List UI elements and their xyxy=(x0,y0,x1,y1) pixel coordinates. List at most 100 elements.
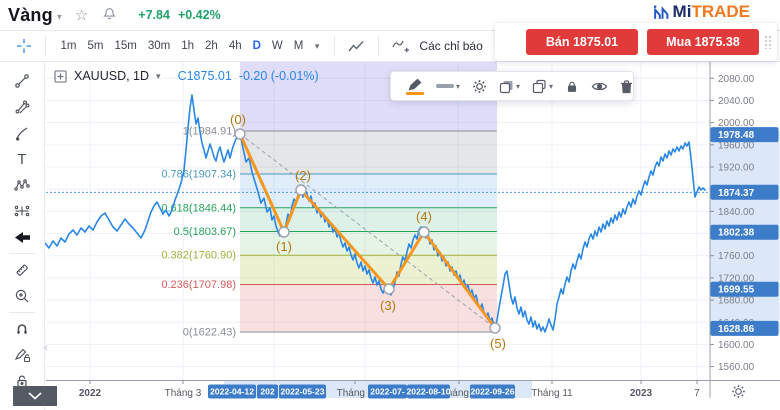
panel-drag-handle[interactable] xyxy=(764,35,772,49)
fib-zone xyxy=(240,207,497,232)
time-tick-label: Tháng 9 xyxy=(441,388,478,399)
text-tool-icon[interactable]: T xyxy=(17,150,27,168)
price-tick-label: 2080.00 xyxy=(718,74,755,85)
visibility-eye-button[interactable] xyxy=(586,73,613,99)
chevron-down-icon: ▾ xyxy=(516,81,521,91)
price-tick-label: 1760.00 xyxy=(718,251,755,262)
time-tick-label: Tháng 3 xyxy=(165,388,202,399)
sidebar-collapse-icon[interactable]: ‹ xyxy=(44,342,48,354)
lock-button[interactable] xyxy=(560,73,584,99)
time-badge-label: 2022-09-26 xyxy=(471,387,515,397)
time-axis-settings-gear-icon[interactable] xyxy=(731,384,746,404)
time-badge xyxy=(470,384,515,399)
wave-handle[interactable] xyxy=(234,128,246,140)
arrow-marker-tool-icon[interactable] xyxy=(8,224,36,250)
drawing-object-toolbar: ▾ ▾ ▾ xyxy=(390,71,634,101)
indicators-label[interactable]: Các chỉ báo xyxy=(419,39,483,53)
symbol-title: Vàng xyxy=(8,4,53,25)
price-tick-label: 1960.00 xyxy=(718,140,755,151)
time-tick-label: Tháng 7 xyxy=(337,388,374,399)
price-badge xyxy=(710,224,779,240)
timeframe-1h[interactable]: 1h xyxy=(181,40,195,52)
position-tool-icon[interactable] xyxy=(8,198,36,224)
legend-change: -0.20 (-0.01%) xyxy=(238,69,319,83)
time-tick-label: 7 xyxy=(694,388,700,399)
chevron-down-icon: ▾ xyxy=(549,81,554,91)
logo-text-mi: Mi xyxy=(672,2,692,21)
price-badge xyxy=(710,281,779,297)
delete-trash-button[interactable] xyxy=(615,73,638,99)
price-tick-label: 1840.00 xyxy=(718,207,755,218)
fib-zone xyxy=(240,174,497,208)
timeframe-15m[interactable]: 15m xyxy=(114,40,137,52)
timeframe-30m[interactable]: 30m xyxy=(147,40,171,52)
chart-style-icon[interactable] xyxy=(348,39,365,54)
toolbar-separator xyxy=(334,36,336,56)
layers-order-button[interactable]: ▾ xyxy=(494,73,525,99)
price-tick-label: 1720.00 xyxy=(718,273,755,284)
crosshair-icon[interactable] xyxy=(16,38,32,54)
logo-text-trade: TRADE xyxy=(691,2,750,21)
buy-button[interactable]: Mua 1875.38 xyxy=(647,29,759,55)
ruler-tool-icon[interactable] xyxy=(8,257,36,283)
timeframe-5m[interactable]: 5m xyxy=(87,40,104,52)
drawing-sidebar: T xyxy=(0,62,45,410)
wave-label: (2) xyxy=(295,168,311,183)
timeframe-2h[interactable]: 2h xyxy=(205,40,218,52)
magnet-tool-icon[interactable] xyxy=(8,316,36,342)
timeframe-D[interactable]: D xyxy=(252,40,261,52)
price-badge xyxy=(710,320,779,336)
time-badge-label: 2022-08-10 xyxy=(407,387,451,397)
fib-level-label: 0.5(1803.67) xyxy=(174,226,236,238)
pencil-color-button[interactable] xyxy=(401,73,429,99)
timeframe-M[interactable]: M xyxy=(293,40,304,52)
time-tick-label: 2022 xyxy=(79,388,102,399)
legend-price: C1875.01 xyxy=(177,69,232,83)
settings-gear-button[interactable] xyxy=(467,73,492,99)
timeframe-W[interactable]: W xyxy=(271,40,283,52)
price-change-pct: +0.42% xyxy=(177,8,221,22)
timeframe-4h[interactable]: 4h xyxy=(228,40,242,52)
wave-handle[interactable] xyxy=(383,283,395,295)
clone-button[interactable]: ▾ xyxy=(527,73,558,99)
xabcd-pattern-tool-icon[interactable] xyxy=(8,172,36,198)
mitrade-logo: Mi TRADE xyxy=(652,2,750,22)
zoom-in-tool-icon[interactable] xyxy=(8,283,36,309)
price-badge-label: 1874.37 xyxy=(718,188,755,199)
trade-panel: Bán 1875.01 Mua 1875.38 xyxy=(495,23,777,61)
wave-handle[interactable] xyxy=(418,226,430,238)
favorite-star-icon[interactable]: ☆ xyxy=(74,6,89,24)
sidebar-scroll-down-button[interactable] xyxy=(13,386,57,406)
elliott-wave-line[interactable] xyxy=(238,132,497,330)
trend-line-tool-icon[interactable] xyxy=(8,68,36,94)
time-badge xyxy=(368,384,407,399)
fib-trend-dashed-line xyxy=(239,133,496,329)
wave-handle[interactable] xyxy=(278,226,290,238)
pitchfork-tool-icon[interactable] xyxy=(8,94,36,120)
fib-level-label: 0.786(1907.34) xyxy=(161,169,236,181)
timeframe-more-icon[interactable]: ▾ xyxy=(314,40,320,51)
alert-bell-icon[interactable] xyxy=(102,6,117,24)
fib-zone xyxy=(240,131,497,175)
compare-add-icon[interactable] xyxy=(54,69,67,83)
price-badge xyxy=(710,184,779,200)
legend-symbol[interactable]: XAUUSD, 1D xyxy=(74,69,150,83)
sell-button[interactable]: Bán 1875.01 xyxy=(526,29,638,55)
fib-zone xyxy=(240,284,497,332)
drawing-lock-tool-icon[interactable] xyxy=(8,342,36,368)
legend-dropdown-icon[interactable]: ▾ xyxy=(156,70,161,81)
line-style-button[interactable]: ▾ xyxy=(431,73,465,99)
wave-handle[interactable] xyxy=(295,184,307,196)
price-tick-label: 2000.00 xyxy=(718,118,755,129)
timeframe-1m[interactable]: 1m xyxy=(60,40,77,52)
indicators-icon[interactable] xyxy=(392,39,410,54)
fib-level-label: 0(1622.43) xyxy=(183,327,236,339)
brush-tool-icon[interactable] xyxy=(8,120,36,146)
pencil-color-swatch xyxy=(406,91,424,95)
wave-handle[interactable] xyxy=(489,322,501,334)
price-polyline xyxy=(44,94,706,333)
symbol-dropdown-icon[interactable]: ▾ xyxy=(56,11,62,23)
sidebar-divider xyxy=(9,312,35,313)
mitrade-logo-icon xyxy=(652,3,671,22)
fib-level-label: 0.618(1846.44) xyxy=(161,202,236,214)
